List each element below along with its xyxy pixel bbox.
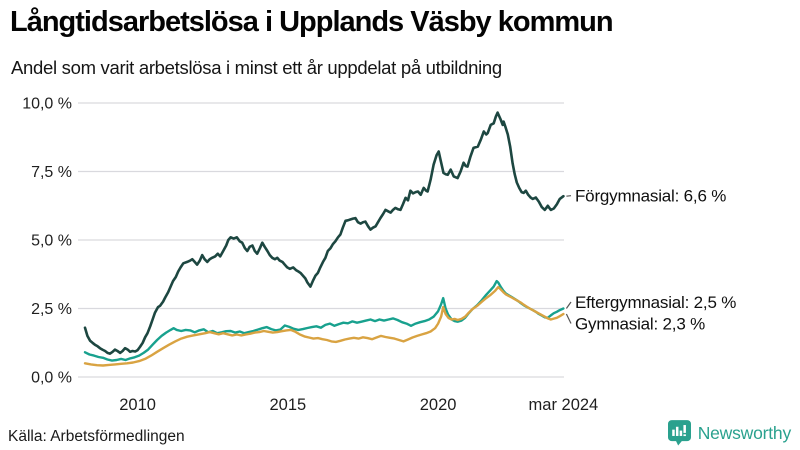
y-tick-label: 10,0 % <box>22 96 72 113</box>
y-tick-label: 2,5 % <box>31 301 72 318</box>
series-line-1 <box>83 111 565 356</box>
y-axis-labels: 10,0 % 7,5 % 5,0 % 2,5 % 0,0 % <box>22 96 72 387</box>
gridlines <box>78 102 564 378</box>
series-end-label: Eftergymnasial: 2,5 % <box>575 293 736 312</box>
series-end-label: Förgymnasial: 6,6 % <box>575 186 726 205</box>
series-lines <box>83 111 565 367</box>
source-note: Källa: Arbetsförmedlingen <box>8 428 185 445</box>
series-line-3 <box>83 285 565 367</box>
y-tick-label: 5,0 % <box>31 233 72 250</box>
label-connector <box>566 195 572 197</box>
newsworthy-logo-icon <box>667 420 691 446</box>
series-annotations: Förgymnasial: 6,6 % Eftergymnasial: 2,5 %… <box>565 186 736 333</box>
y-tick-label: 0,0 % <box>31 370 72 387</box>
label-connector <box>565 313 572 324</box>
x-tick-label: mar 2024 <box>529 396 599 414</box>
label-connector <box>565 301 572 309</box>
brand: Newsworthy <box>667 420 792 446</box>
x-tick-label: 2015 <box>269 396 306 414</box>
y-tick-label: 7,5 % <box>31 164 72 181</box>
x-tick-label: 2010 <box>119 396 156 414</box>
chart-subtitle: Andel som varit arbetslösa i minst ett å… <box>11 57 502 78</box>
series-end-label: Gymnasial: 2,3 % <box>575 314 705 333</box>
chart-title: Långtidsarbetslösa i Upplands Väsby komm… <box>10 6 614 38</box>
brand-name: Newsworthy <box>697 422 792 443</box>
x-tick-label: 2020 <box>420 396 457 414</box>
x-axis-labels: 2010 2015 2020 mar 2024 <box>119 396 598 414</box>
